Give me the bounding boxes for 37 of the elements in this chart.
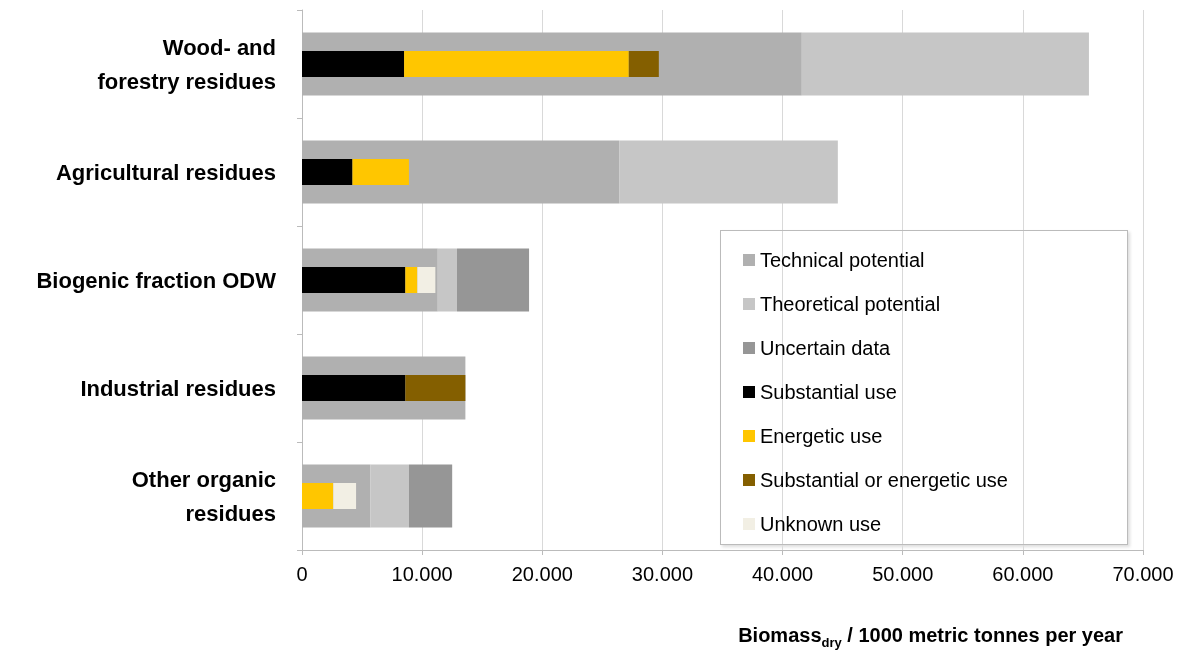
- y-tick-label: Wood- and forestry residues: [97, 34, 276, 94]
- bar: [404, 51, 629, 77]
- x-tick-label: 30.000: [631, 563, 694, 585]
- y-tick-label: Other organic residues: [131, 466, 276, 526]
- x-tick-label: 10.000: [391, 563, 453, 585]
- bar: [405, 375, 466, 401]
- bar: [302, 483, 334, 509]
- bar: [408, 464, 453, 528]
- y-tick-label: Industrial residues: [80, 375, 276, 401]
- legend-label: Substantial use: [760, 381, 897, 403]
- x-tick-label: 50.000: [872, 563, 934, 585]
- bar: [619, 140, 838, 204]
- legend-label: Technical potential: [760, 249, 925, 271]
- legend-label: Uncertain data: [760, 337, 891, 359]
- bar: [456, 248, 530, 312]
- legend-label: Energetic use: [760, 425, 883, 447]
- bar: [302, 51, 405, 77]
- bar: [333, 483, 357, 509]
- bar: [801, 32, 1089, 96]
- bar: [302, 375, 406, 401]
- bar: [370, 464, 409, 528]
- legend-label: Substantial or energetic use: [760, 469, 1008, 491]
- x-tick-label: 70.000: [1112, 563, 1174, 585]
- x-tick-label: 60.000: [992, 563, 1054, 585]
- x-tick-label: 0: [296, 563, 308, 585]
- y-tick-label: Agricultural residues: [55, 159, 276, 185]
- bar: [405, 267, 418, 293]
- x-tick-label: 20.000: [511, 563, 573, 585]
- bar: [437, 248, 457, 312]
- y-tick-label: Biogenic fraction ODW: [36, 267, 277, 293]
- x-tick-label: 40.000: [751, 563, 814, 585]
- legend-label: Theoretical potential: [760, 293, 941, 315]
- bar: [302, 159, 353, 185]
- legend-label: Unknown use: [760, 513, 882, 535]
- bar: [302, 267, 406, 293]
- bar: [352, 159, 409, 185]
- bar: [628, 51, 659, 77]
